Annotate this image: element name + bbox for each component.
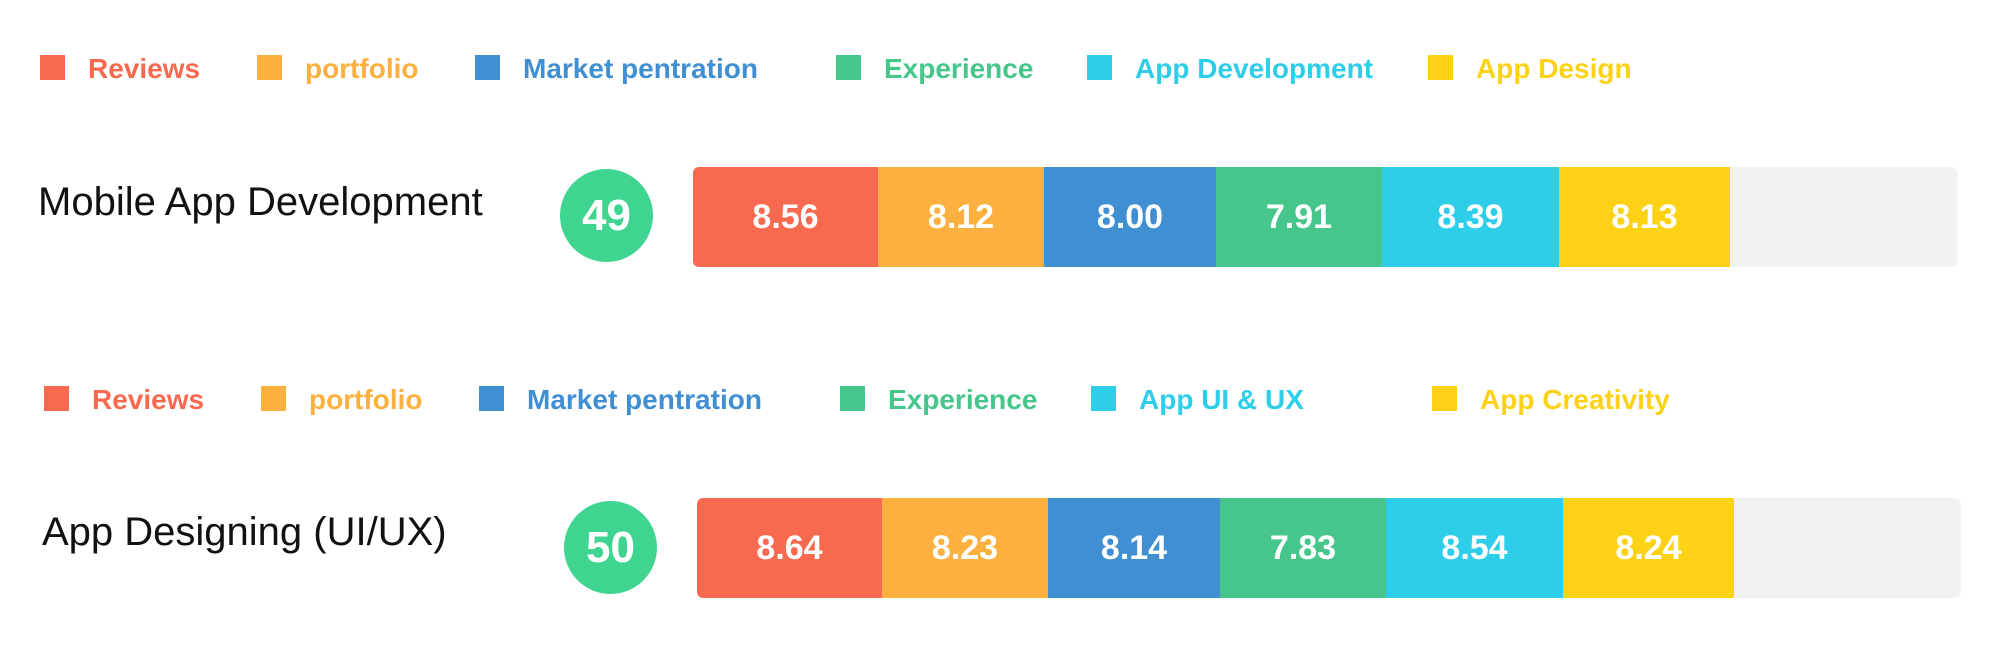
bar-segment-app-design: 8.13	[1559, 167, 1730, 267]
bar-segment-app-creativity: 8.24	[1563, 498, 1734, 598]
row-title: Mobile App Development	[38, 180, 483, 224]
legend-swatch	[257, 55, 282, 80]
legend-label: portfolio	[305, 53, 419, 84]
chart-mobile-app-development: Reviews portfolio Market pentration Expe…	[0, 0, 2000, 300]
legend-label: Market pentration	[527, 384, 762, 415]
legend-label: App Design	[1476, 53, 1632, 84]
legend-swatch	[1432, 386, 1457, 411]
legend-swatch	[475, 55, 500, 80]
bar-segment-app-ui-ux: 8.54	[1386, 498, 1563, 598]
legend-label: portfolio	[309, 384, 423, 415]
legend-swatch	[840, 386, 865, 411]
legend-label: App Creativity	[1480, 384, 1670, 415]
legend-label: Experience	[888, 384, 1038, 415]
bar-segment-reviews: 8.64	[697, 498, 882, 598]
legend-label: App Development	[1135, 53, 1374, 84]
bar-segment-portfolio: 8.12	[878, 167, 1044, 267]
bar-segment-reviews: 8.56	[693, 167, 878, 267]
bar-segment-portfolio: 8.23	[882, 498, 1048, 598]
legend-swatch	[44, 386, 69, 411]
bar-segment-market-pentration: 8.14	[1048, 498, 1220, 598]
legend-label: App UI & UX	[1139, 384, 1304, 415]
legend-label: Reviews	[92, 384, 205, 415]
bar-segment-experience: 7.83	[1220, 498, 1386, 598]
chart-app-designing: Reviews portfolio Market pentration Expe…	[0, 331, 2000, 631]
legend-label: Experience	[884, 53, 1034, 84]
legend-swatch	[261, 386, 286, 411]
legend-swatch	[479, 386, 504, 411]
legend-swatch	[1428, 55, 1453, 80]
legend-swatch	[1091, 386, 1116, 411]
score-badge: 49	[560, 169, 653, 262]
legend-swatch	[1087, 55, 1112, 80]
bar-segment-market-pentration: 8.00	[1044, 167, 1216, 267]
score-badge: 50	[564, 501, 657, 594]
stacked-bar-track: 8.64 8.23 8.14 7.83 8.54 8.24	[697, 498, 1961, 598]
row-title: App Designing (UI/UX)	[42, 510, 447, 554]
legend-label: Reviews	[88, 53, 201, 84]
legend-swatch	[40, 55, 65, 80]
bar-segment-app-development: 8.39	[1382, 167, 1559, 267]
legend-swatch	[836, 55, 861, 80]
legend-label: Market pentration	[523, 53, 758, 84]
bar-segment-experience: 7.91	[1216, 167, 1382, 267]
stacked-bar-track: 8.56 8.12 8.00 7.91 8.39 8.13	[693, 167, 1957, 267]
